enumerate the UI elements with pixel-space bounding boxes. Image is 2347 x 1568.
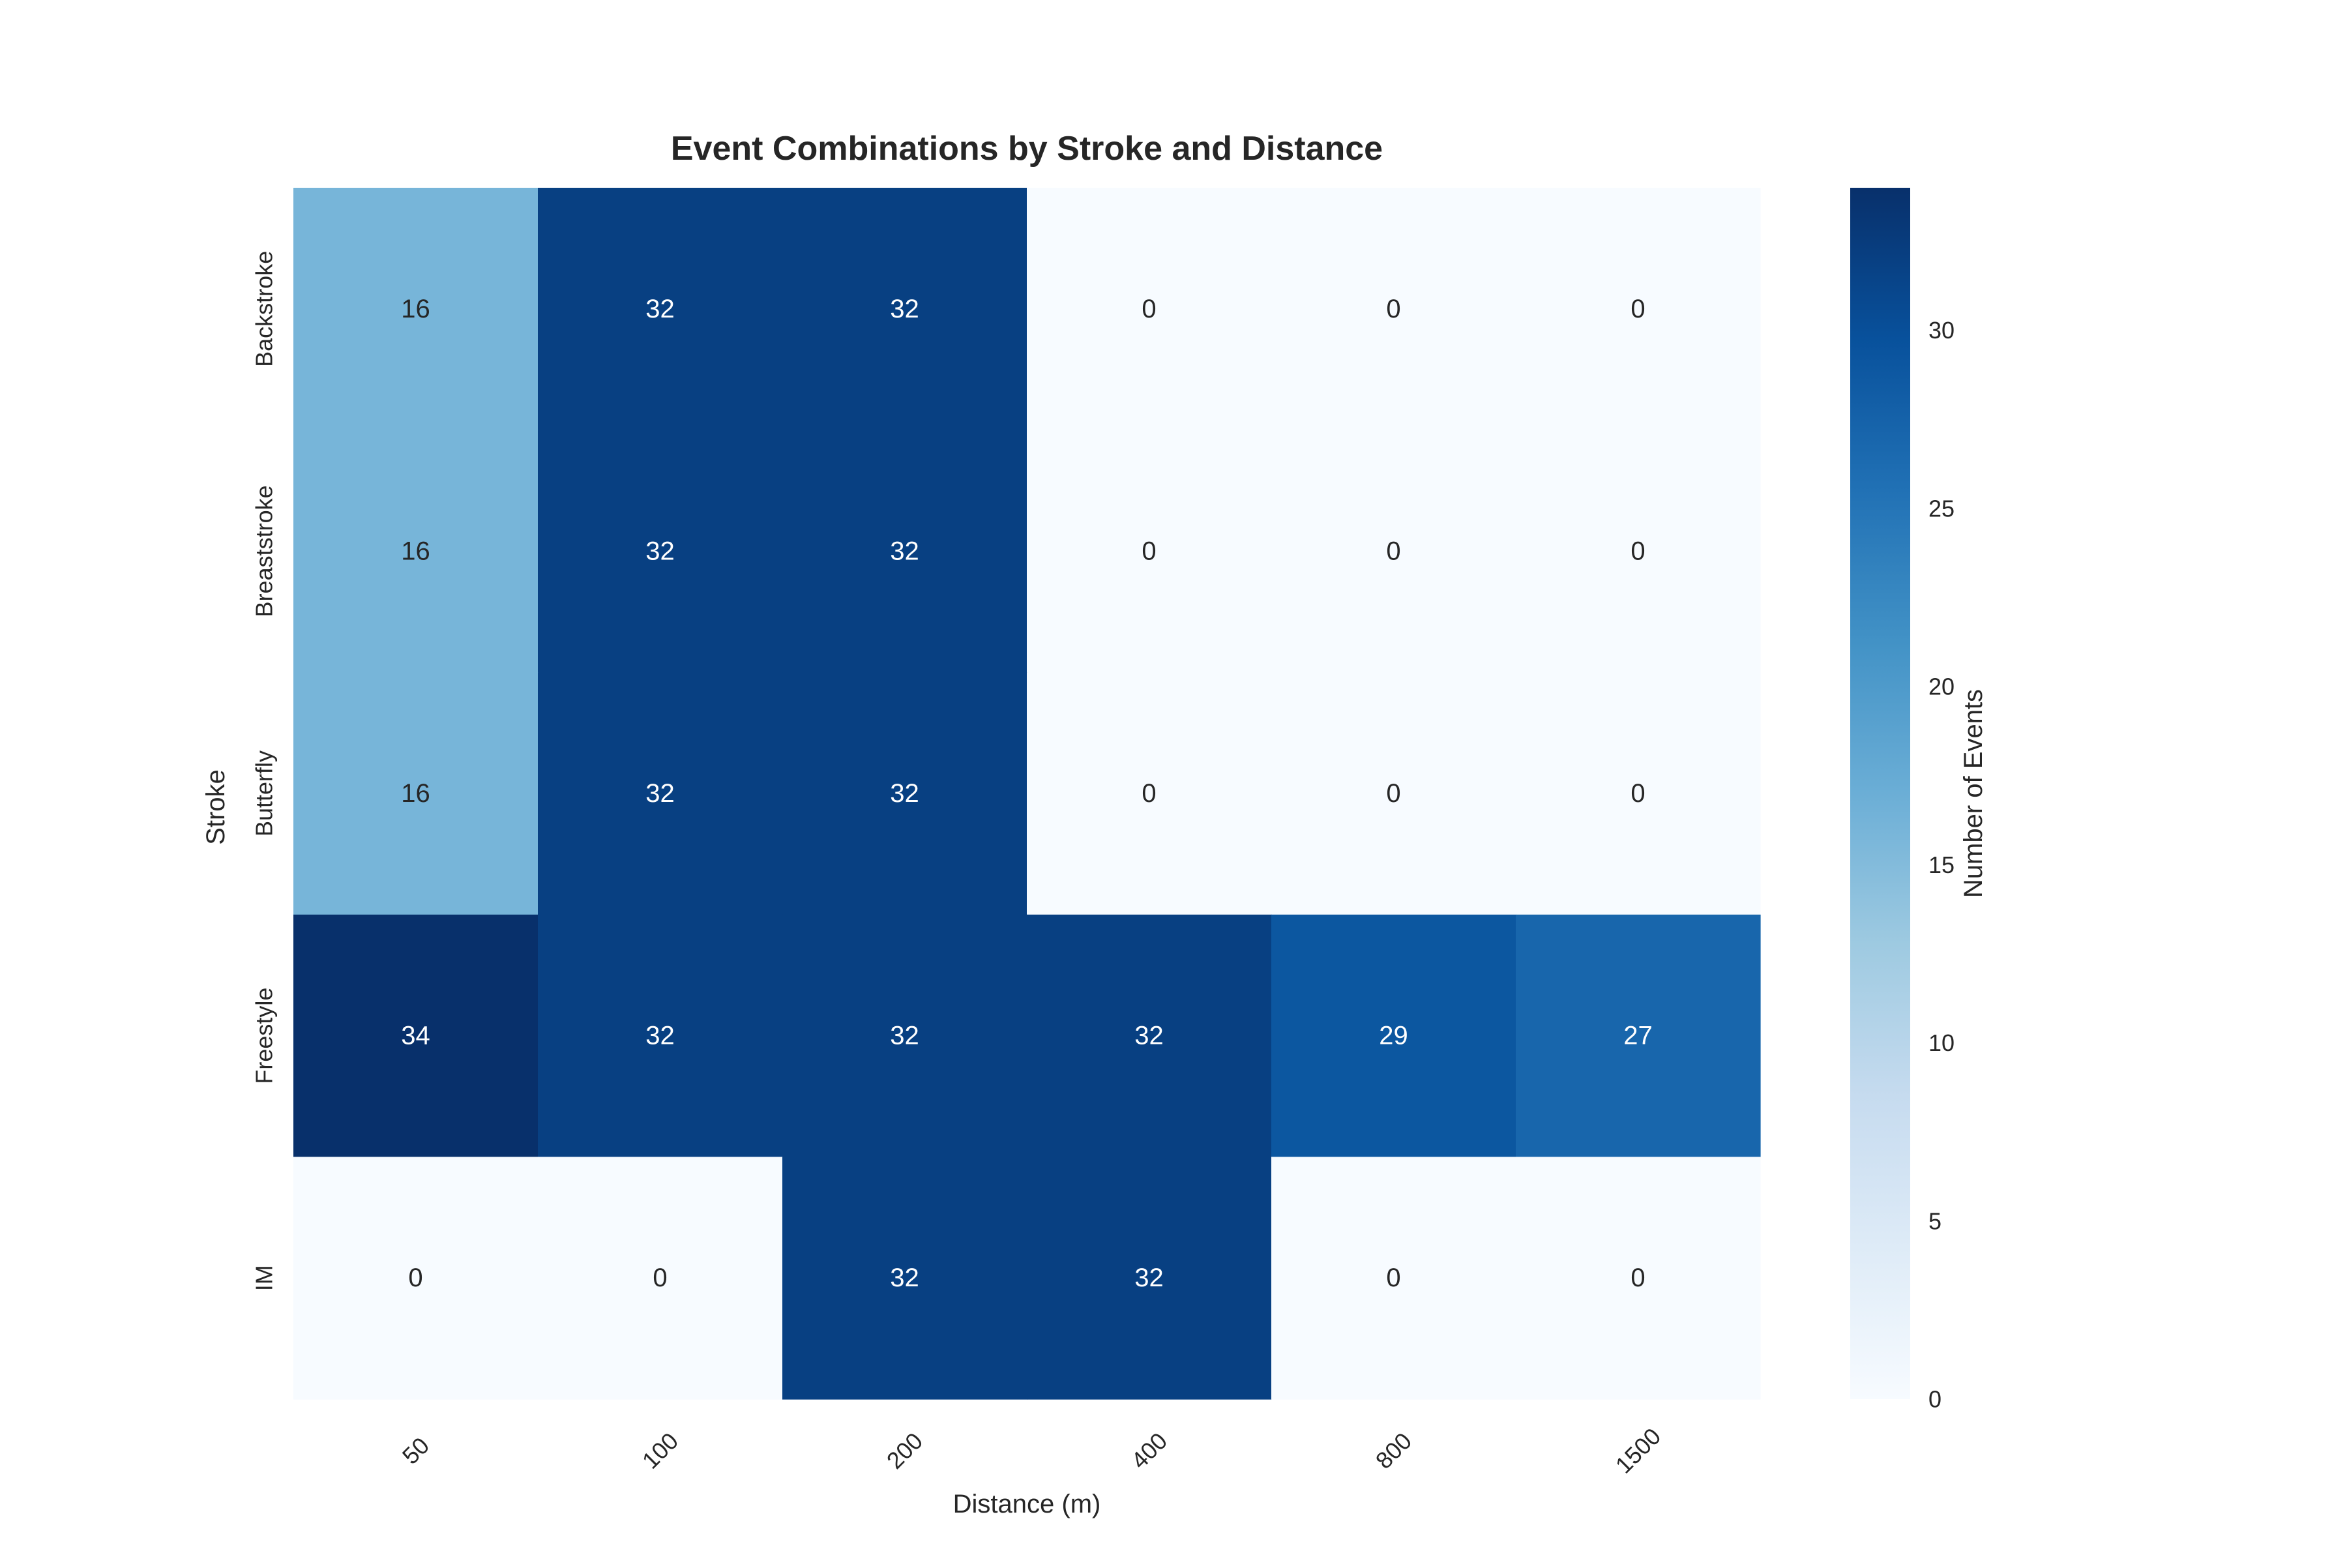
cell-value-label: 0: [653, 1264, 667, 1292]
heatmap-cell: [782, 1157, 1027, 1400]
x-tick-label: 800: [1370, 1427, 1417, 1473]
heatmap-cell: [1027, 430, 1272, 673]
heatmap-cell: [538, 1157, 783, 1400]
heatmap-cell: [1271, 430, 1516, 673]
cell-value-label: 32: [890, 779, 919, 808]
cell-value-label: 32: [645, 1022, 675, 1050]
y-tick-label: IM: [251, 1265, 278, 1291]
cell-value-label: 32: [890, 537, 919, 565]
cell-value-label: 32: [1134, 1022, 1164, 1050]
colorbar-tick-label: 30: [1928, 317, 1955, 344]
cell-value-label: 32: [645, 537, 675, 565]
colorbar-tick-label: 20: [1928, 673, 1955, 700]
heatmap-cell: [782, 188, 1027, 431]
x-tick-labels: 50 100 200 400 800 1500: [397, 1423, 1666, 1479]
heatmap-cell: [1516, 188, 1761, 431]
cell-value-label: 16: [401, 779, 430, 808]
cell-value-label: 32: [645, 295, 675, 323]
colorbar-tick-label: 15: [1928, 851, 1955, 878]
heatmap-cell: [1027, 188, 1272, 431]
heatmap-cell: [1516, 1157, 1761, 1400]
heatmap-cell: [1271, 188, 1516, 431]
x-tick-label: 400: [1126, 1427, 1172, 1473]
cell-value-label: 32: [890, 295, 919, 323]
cell-value-label: 0: [1386, 1264, 1400, 1292]
chart-title: Event Combinations by Stroke and Distanc…: [671, 130, 1383, 168]
heatmap-cell: [538, 914, 783, 1157]
x-tick-label: 1500: [1610, 1423, 1666, 1479]
cell-value-label: 0: [1386, 295, 1400, 323]
colorbar: [1850, 188, 1910, 1399]
heatmap-cell: [293, 672, 539, 915]
y-axis-label: Stroke: [201, 769, 230, 845]
colorbar-tick-label: 5: [1928, 1207, 1941, 1234]
heatmap-cell: [1027, 1157, 1272, 1400]
y-tick-label: Freestyle: [251, 988, 278, 1084]
colorbar-tick-label: 25: [1928, 495, 1955, 522]
cell-value-label: 0: [1631, 295, 1645, 323]
heatmap-cell: [782, 914, 1027, 1157]
heatmap-cell: [1516, 672, 1761, 915]
cell-value-label: 32: [890, 1264, 919, 1292]
cell-value-label: 34: [401, 1022, 430, 1050]
cell-value-label: 0: [1386, 779, 1400, 808]
cell-value-label: 0: [1142, 537, 1156, 565]
cell-value-label: 16: [401, 295, 430, 323]
heatmap-cell: [293, 188, 539, 431]
colorbar-tick-label: 10: [1928, 1029, 1955, 1056]
heatmap-cell: [1271, 1157, 1516, 1400]
x-axis-label: Distance (m): [953, 1490, 1101, 1518]
cell-value-label: 16: [401, 537, 430, 565]
cell-value-label: 32: [890, 1022, 919, 1050]
x-tick-label: 100: [637, 1427, 683, 1473]
x-tick-label: 200: [881, 1427, 928, 1473]
heatmap-cell: [1271, 914, 1516, 1157]
heatmap-cell: [782, 430, 1027, 673]
heatmap-cell: [538, 672, 783, 915]
y-tick-label: Breaststroke: [251, 485, 278, 617]
cell-value-label: 0: [1631, 1264, 1645, 1292]
cell-value-label: 32: [645, 779, 675, 808]
cell-value-label: 0: [1142, 295, 1156, 323]
heatmap-cell: [538, 430, 783, 673]
heatmap-cell: [782, 672, 1027, 915]
cell-value-label: 0: [1386, 537, 1400, 565]
colorbar-tick-label: 0: [1928, 1386, 1941, 1413]
y-tick-label: Butterfly: [251, 750, 278, 836]
y-tick-labels: Backstroke Breaststroke Butterfly Freestyle…: [251, 251, 278, 1291]
heatmap-cells: [293, 188, 1761, 1400]
heatmap-cell: [538, 188, 783, 431]
x-tick-label: 50: [397, 1432, 434, 1469]
colorbar-ticks: 0 5 10 15 20 25 30: [1928, 317, 1955, 1412]
cell-value-label: 0: [1631, 779, 1645, 808]
heatmap-cell: [1516, 430, 1761, 673]
heatmap-cell: [293, 914, 539, 1157]
colorbar-label: Number of Events: [1959, 689, 1988, 898]
heatmap-cell: [293, 430, 539, 673]
heatmap-cell: [293, 1157, 539, 1400]
cell-value-label: 29: [1379, 1022, 1408, 1050]
cell-value-label: 0: [1142, 779, 1156, 808]
cell-value-label: 0: [408, 1264, 422, 1292]
y-tick-label: Backstroke: [251, 251, 278, 367]
heatmap-cell: [1027, 672, 1272, 915]
heatmap-cell: [1516, 914, 1761, 1157]
cell-value-label: 32: [1134, 1264, 1164, 1292]
heatmap-cell-labels: 16 32 32 0 0 0 16 32 32 0 0 0 16 32 32 0 0 0 34 32 32 32 29 27 0…: [401, 295, 1653, 1292]
cell-value-label: 0: [1631, 537, 1645, 565]
cell-value-label: 27: [1623, 1022, 1653, 1050]
heatmap-cell: [1027, 914, 1272, 1157]
heatmap-cell: [1271, 672, 1516, 915]
